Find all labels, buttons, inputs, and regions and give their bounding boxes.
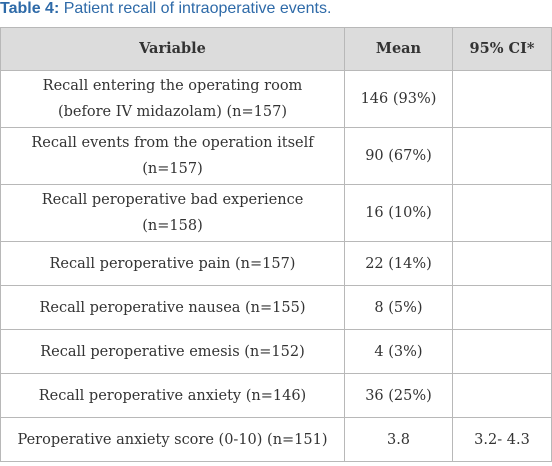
variable-line: (n=158) <box>142 218 203 234</box>
ci-cell <box>452 329 552 374</box>
table-row: Recall peroperative bad experience (n=158… <box>0 184 552 242</box>
variable-cell: Recall peroperative anxiety (n=146) <box>0 373 345 418</box>
ci-cell <box>452 127 552 185</box>
ci-cell: 3.2- 4.3 <box>452 417 552 462</box>
variable-line: (before IV midazolam) (n=157) <box>57 104 287 120</box>
mean-cell: 146 (93%) <box>344 70 453 128</box>
variable-cell: Recall entering the operating room (befor… <box>0 70 345 128</box>
variable-cell: Recall events from the operation itself (… <box>0 127 345 185</box>
variable-line: Recall entering the operating room <box>42 78 303 94</box>
table-row: Recall peroperative emesis (n=152) 4 (3%… <box>0 329 552 374</box>
variable-cell: Recall peroperative bad experience (n=158… <box>0 184 345 242</box>
ci-cell <box>452 285 552 330</box>
table-row: Recall peroperative pain (n=157) 22 (14%… <box>0 241 552 286</box>
table-row: Recall events from the operation itself (… <box>0 127 552 185</box>
header-mean: Mean <box>344 27 453 71</box>
ci-cell <box>452 373 552 418</box>
table-row: Recall peroperative nausea (n=155) 8 (5%… <box>0 285 552 330</box>
caption-label: Table 4: <box>0 0 60 17</box>
header-ci: 95% CI* <box>452 27 552 71</box>
caption-text: Patient recall of intraoperative events. <box>59 0 332 17</box>
ci-cell <box>452 241 552 286</box>
header-row: Variable Mean 95% CI* <box>0 27 552 71</box>
mean-cell: 8 (5%) <box>344 285 453 330</box>
ci-cell <box>452 184 552 242</box>
mean-cell: 22 (14%) <box>344 241 453 286</box>
variable-cell: Peroperative anxiety score (0-10) (n=151… <box>0 417 345 462</box>
variable-cell: Recall peroperative nausea (n=155) <box>0 285 345 330</box>
mean-cell: 90 (67%) <box>344 127 453 185</box>
variable-cell: Recall peroperative emesis (n=152) <box>0 329 345 374</box>
table-row: Recall entering the operating room (befor… <box>0 70 552 128</box>
variable-cell: Recall peroperative pain (n=157) <box>0 241 345 286</box>
mean-cell: 36 (25%) <box>344 373 453 418</box>
variable-line: Recall events from the operation itself <box>31 135 314 151</box>
ci-cell <box>452 70 552 128</box>
variable-line: (n=157) <box>142 161 203 177</box>
mean-cell: 16 (10%) <box>344 184 453 242</box>
data-table: Variable Mean 95% CI* Recall entering th… <box>0 27 552 462</box>
mean-cell: 3.8 <box>344 417 453 462</box>
header-variable: Variable <box>0 27 345 71</box>
variable-line: Recall peroperative bad experience <box>41 192 304 208</box>
table-row: Peroperative anxiety score (0-10) (n=151… <box>0 417 552 462</box>
table-row: Recall peroperative anxiety (n=146) 36 (… <box>0 373 552 418</box>
mean-cell: 4 (3%) <box>344 329 453 374</box>
table-caption: Table 4: Patient recall of intraoperativ… <box>0 0 552 22</box>
